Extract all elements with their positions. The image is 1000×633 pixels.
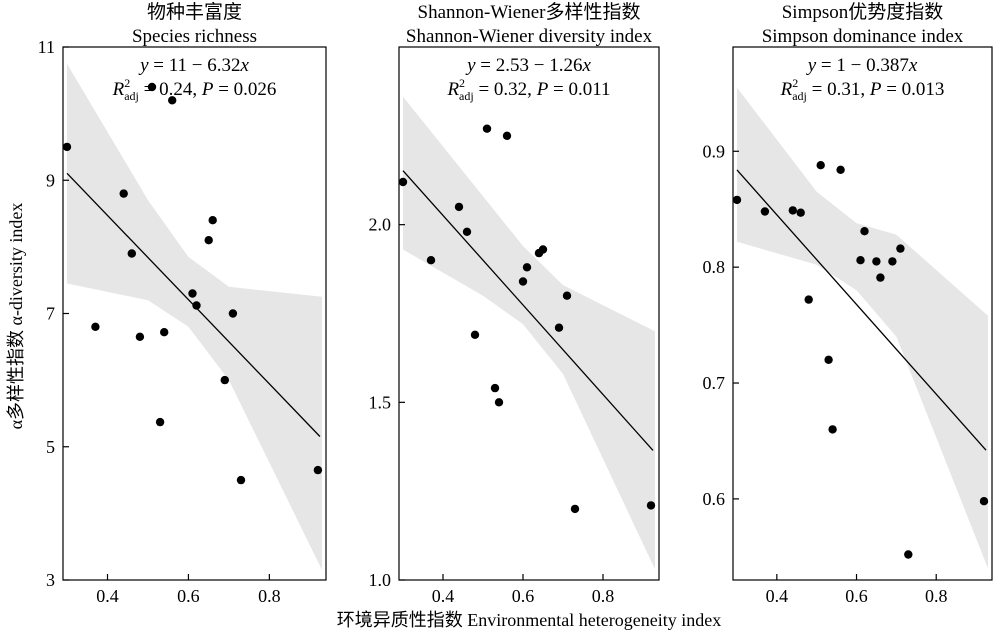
plot-frame (398, 46, 660, 581)
data-point (482, 124, 492, 133)
data-point (208, 216, 217, 225)
regression-line (736, 169, 987, 451)
data-point (119, 189, 128, 198)
data-point (147, 82, 157, 92)
panel-2: Shannon-Wiener多样性指数 Shannon-Wiener divers… (369, 1, 660, 606)
data-point (160, 328, 169, 337)
data-point (168, 96, 177, 105)
y-tick-label: 1.0 (369, 570, 392, 590)
data-point (127, 249, 136, 258)
x-tick-label: 0.6 (845, 586, 868, 606)
data-point (824, 355, 833, 364)
data-point (872, 257, 881, 266)
data-point (91, 322, 100, 331)
panel-1: 物种丰富度 Species richness 0.4 0.6 0.8 3 5 7 9 11 y = … (38, 1, 327, 606)
data-point (236, 475, 246, 485)
panel-title-cn: 物种丰富度 (147, 1, 242, 23)
y-tick-label: 0.7 (703, 373, 726, 393)
x-tick-label: 0.8 (925, 586, 948, 606)
data-point (896, 244, 905, 253)
confidence-band (737, 87, 988, 569)
x-tick-label: 0.8 (592, 586, 615, 606)
x-tick-label: 0.6 (512, 586, 535, 606)
data-point (836, 165, 845, 174)
confidence-band (403, 96, 655, 570)
data-point (979, 497, 989, 506)
x-axis-label: 环境异质性指数 Environmental heterogeneity inde… (337, 610, 721, 630)
data-point (796, 208, 805, 217)
panel-title-cn: Simpson优势度指数 (782, 1, 944, 23)
regression-equation: y = 11 − 6.32x (138, 55, 249, 76)
r2-p-annotation: R2 adj = 0.24, P = 0.026 (112, 76, 277, 103)
data-point (494, 398, 504, 407)
x-tick-label: 0.6 (177, 586, 200, 606)
data-point (646, 501, 656, 510)
data-point (562, 291, 572, 300)
panel-title-en: Species richness (132, 26, 257, 47)
data-point (470, 330, 480, 339)
data-point (313, 465, 323, 475)
y-tick-label: 5 (46, 437, 55, 457)
data-point (188, 289, 197, 298)
y-tick-label: 7 (46, 304, 55, 324)
data-point (554, 323, 564, 332)
data-point (135, 332, 145, 341)
y-tick-label: 3 (46, 570, 55, 590)
x-tick-label: 0.4 (96, 586, 119, 606)
data-point (522, 263, 532, 272)
regression-equation: y = 2.53 − 1.26x (465, 55, 591, 76)
data-point (788, 206, 797, 215)
data-point (62, 142, 72, 152)
y-tick-label: 9 (46, 170, 55, 190)
data-point (904, 550, 913, 559)
panel-title-cn: Shannon-Wiener多样性指数 (418, 1, 641, 23)
panel-title-en: Shannon-Wiener diversity index (406, 26, 653, 47)
y-tick-label: 0.6 (703, 489, 726, 509)
data-point (860, 227, 869, 236)
data-point (888, 257, 897, 266)
r2-p-annotation: R2 adj = 0.31, P = 0.013 (780, 76, 945, 103)
data-point (876, 273, 885, 282)
y-axis-label: α多样性指数 α-diversity index (6, 203, 26, 430)
data-point (856, 256, 865, 265)
data-point (426, 256, 436, 265)
chart-panels: 物种丰富度 Species richness 0.4 0.6 0.8 3 5 7 9 11 y = … (38, 1, 993, 606)
data-point (220, 375, 229, 385)
x-tick-label: 0.4 (766, 586, 789, 606)
data-point (518, 277, 528, 286)
confidence-band (67, 63, 322, 570)
data-point (816, 161, 825, 170)
y-tick-label: 0.9 (703, 141, 726, 161)
plot-frame (732, 46, 993, 581)
data-point (502, 131, 512, 140)
data-point (454, 202, 464, 212)
y-tick-label: 11 (38, 37, 55, 57)
data-point (804, 295, 813, 304)
data-point (228, 309, 238, 318)
y-tick-label: 2.0 (369, 215, 392, 235)
data-point (462, 227, 472, 236)
x-tick-label: 0.8 (258, 586, 281, 606)
data-point (192, 301, 201, 310)
data-point (828, 425, 837, 434)
data-point (760, 207, 770, 216)
panel-title-en: Simpson dominance index (762, 26, 964, 47)
data-point (570, 504, 580, 514)
data-point (732, 195, 742, 205)
panel-3: Simpson优势度指数 Simpson dominance index 0.4 0.… (703, 1, 993, 606)
data-point (538, 245, 548, 254)
regression-equation: y = 1 − 0.387x (806, 55, 918, 76)
data-point (490, 383, 500, 393)
data-point (155, 417, 165, 427)
regression-line (402, 170, 654, 451)
data-point (398, 177, 408, 187)
data-point (204, 236, 213, 245)
x-tick-label: 0.4 (432, 586, 455, 606)
y-tick-label: 0.8 (703, 257, 726, 277)
y-tick-label: 1.5 (369, 392, 392, 412)
r2-p-annotation: R2 adj = 0.32, P = 0.011 (446, 76, 610, 103)
